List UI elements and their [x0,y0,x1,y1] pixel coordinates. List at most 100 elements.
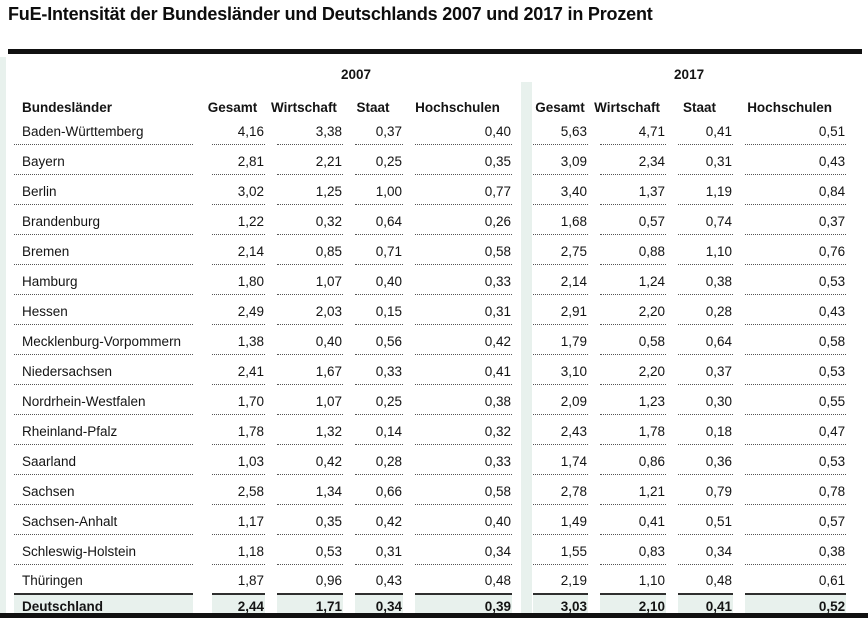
table-row: Hamburg 1,80 1,07 0,40 0,33 2,14 1,24 0,38 0,53 [8,265,847,295]
value-cell: 0,37 [343,115,403,145]
value-cell: 1,87 [200,565,265,595]
value-cell: 0,37 [733,205,847,235]
value: 2,19 [533,565,589,595]
value: 2,20 [600,295,667,325]
column-header-wirtschaft-2017: Wirtschaft [594,100,660,115]
value: 0,38 [678,265,734,295]
year-group-separator [512,325,533,355]
year-group-separator [512,565,533,595]
value: 1,18 [212,535,265,565]
value-cell: 0,35 [265,505,343,535]
left-accent-strip [0,57,6,613]
value: 0,39 [415,595,513,618]
value-cell: 0,31 [666,145,734,175]
value: 0,66 [355,475,403,505]
value-cell: 2,34 [588,145,667,175]
value-cell: 0,38 [403,385,513,415]
table-row: Saarland 1,03 0,42 0,28 0,33 1,74 0,86 0,36 0,53 [8,445,847,475]
value-cell: 3,10 [532,355,589,385]
value-cell: 2,41 [200,355,265,385]
value: 2,34 [600,145,667,175]
column-header-staat-2017: Staat [683,100,717,115]
value-cell: 1,19 [666,175,734,205]
value-cell: 1,07 [265,265,343,295]
value: 0,53 [277,535,343,565]
value: 0,40 [277,325,343,355]
row-label-cell: Mecklenburg-Vorpommern [8,325,200,355]
state-name: Sachsen-Anhalt [14,505,193,535]
value: 0,35 [277,505,343,535]
value-cell: 2,14 [532,265,589,295]
value: 0,48 [678,565,734,595]
bottom-rule [0,613,868,618]
value-cell: 0,85 [265,235,343,265]
year-group-separator [512,445,533,475]
value-cell: 2,81 [200,145,265,175]
value-cell: 0,14 [343,415,403,445]
table-body: Baden-Württemberg 4,16 3,38 0,37 0,40 5,63 4,7… [8,115,847,618]
summary-row: Deutschland 2,44 1,71 0,34 0,39 3,03 2,10 0,41 0… [8,595,847,618]
value-cell: 1,37 [588,175,667,205]
value-cell: 0,42 [343,505,403,535]
value: 0,41 [600,505,667,535]
value: 0,53 [745,265,847,295]
value: 0,26 [415,205,513,235]
table-row: Rheinland-Pfalz 1,78 1,32 0,14 0,32 2,43 1,78 0… [8,415,847,445]
value: 1,87 [212,565,265,595]
value: 2,10 [600,595,667,618]
value: 0,40 [415,115,513,145]
column-header-bundeslaender: Bundesländer [22,100,113,115]
value: 0,83 [600,535,667,565]
value-cell: 0,58 [403,235,513,265]
value-cell: 2,75 [532,235,589,265]
value-cell: 0,34 [666,535,734,565]
value: 0,56 [355,325,403,355]
year-group-separator [512,115,533,145]
table-row: Baden-Württemberg 4,16 3,38 0,37 0,40 5,63 4,7… [8,115,847,145]
row-label-cell: Schleswig-Holstein [8,535,200,565]
value-cell: 0,15 [343,295,403,325]
value: 0,37 [355,115,403,145]
value: 2,21 [277,145,343,175]
group-header-2007: 2007 [341,67,372,82]
value: 0,32 [277,205,343,235]
value-cell: 2,03 [265,295,343,325]
value-cell: 3,03 [532,595,589,618]
state-name: Deutschland [14,595,193,618]
value: 1,70 [212,385,265,415]
value-cell: 0,32 [403,415,513,445]
value-cell: 0,61 [733,565,847,595]
value-cell: 3,02 [200,175,265,205]
value-cell: 0,26 [403,205,513,235]
state-name: Bremen [14,235,193,265]
table-row: Schleswig-Holstein 1,18 0,53 0,31 0,34 1,55 0,… [8,535,847,565]
value: 0,47 [745,415,847,445]
value-cell: 0,64 [666,325,734,355]
year-group-separator [512,475,533,505]
spacer-cell [8,57,200,82]
year-group-separator [512,505,533,535]
value: 0,14 [355,415,403,445]
value: 0,41 [678,595,734,618]
value-cell: 0,84 [733,175,847,205]
value-cell: 2,49 [200,295,265,325]
value-cell: 0,48 [403,565,513,595]
value-cell: 0,52 [733,595,847,618]
value-cell: 0,41 [666,115,734,145]
value: 2,20 [600,355,667,385]
row-label-cell: Sachsen-Anhalt [8,505,200,535]
value-cell: 0,57 [733,505,847,535]
value-cell: 0,55 [733,385,847,415]
state-name: Nordrhein-Westfalen [14,385,193,415]
value: 1,22 [212,205,265,235]
value-cell: 0,66 [343,475,403,505]
value: 0,58 [745,325,847,355]
state-name: Baden-Württemberg [14,115,193,145]
table-row: Brandenburg 1,22 0,32 0,64 0,26 1,68 0,57 0,74 0… [8,205,847,235]
state-name: Hessen [14,295,193,325]
value-cell: 0,35 [403,145,513,175]
value-cell: 0,88 [588,235,667,265]
value-cell: 1,18 [200,535,265,565]
value: 0,33 [415,265,513,295]
value: 4,16 [212,115,265,145]
